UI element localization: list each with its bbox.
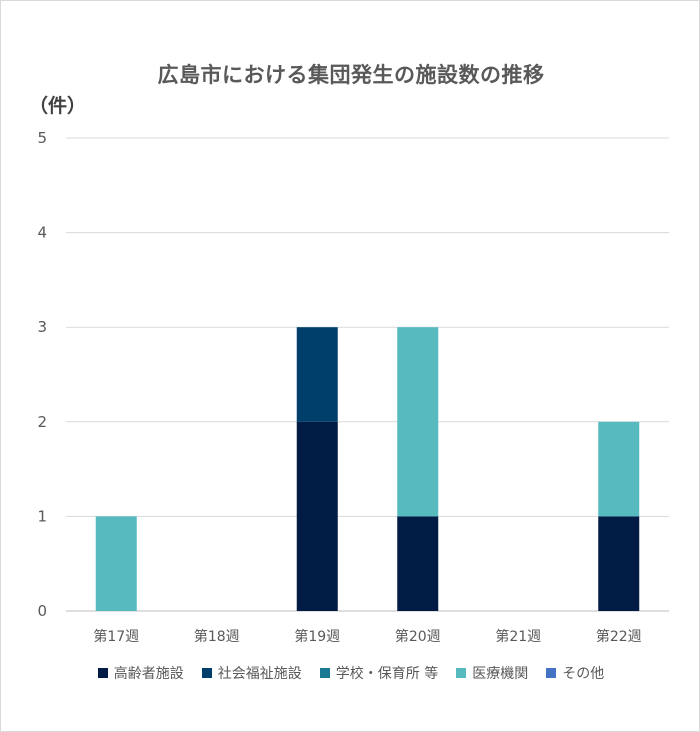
y-axis-unit-label: （件） bbox=[29, 95, 87, 117]
legend-item: 学校・保育所 等 bbox=[319, 663, 439, 683]
y-tick-label: 1 bbox=[37, 507, 47, 525]
legend-item: 医療機関 bbox=[456, 663, 528, 683]
legend-item: その他 bbox=[546, 663, 604, 683]
legend-item: 高齢者施設 bbox=[97, 663, 184, 683]
legend-label: 医療機関 bbox=[472, 666, 529, 682]
x-tick-label: 第19週 bbox=[294, 628, 340, 645]
legend-swatch bbox=[456, 668, 467, 678]
legend-swatch bbox=[97, 668, 108, 678]
legend-swatch bbox=[546, 668, 557, 678]
legend-item: 社会福祉施設 bbox=[201, 663, 302, 683]
legend-swatch bbox=[319, 668, 330, 678]
legend-label: 社会福祉施設 bbox=[217, 666, 302, 682]
chart-title: 広島市における集団発生の施設数の推移 bbox=[157, 63, 545, 87]
bar-segment bbox=[95, 516, 137, 611]
legend-swatch bbox=[201, 668, 212, 678]
chart-legend: 高齢者施設 社会福祉施設 学校・保育所 等 医療機関 その他 bbox=[1, 663, 700, 683]
bar-segment bbox=[598, 516, 640, 611]
bar-segment bbox=[296, 327, 338, 422]
bar-segment bbox=[397, 327, 439, 517]
x-tick-label: 第21週 bbox=[495, 628, 541, 645]
legend-label: 学校・保育所 等 bbox=[335, 666, 439, 682]
bar-segment bbox=[397, 516, 439, 611]
x-tick-label: 第18週 bbox=[194, 628, 240, 645]
bar-segment bbox=[296, 421, 338, 611]
legend-label: その他 bbox=[562, 666, 605, 682]
y-tick-label: 2 bbox=[37, 413, 47, 431]
bar-segment bbox=[598, 421, 640, 517]
x-tick-label: 第17週 bbox=[93, 628, 139, 645]
legend-label: 高齢者施設 bbox=[113, 666, 184, 682]
y-tick-label: 0 bbox=[37, 602, 47, 620]
y-tick-label: 4 bbox=[37, 224, 47, 242]
x-tick-label: 第22週 bbox=[596, 628, 642, 645]
x-tick-label: 第20週 bbox=[395, 628, 441, 645]
chart-plot: 0 1 2 3 4 5 第17週 第18週 第19週 第20週 第21週 第22週 bbox=[37, 129, 669, 645]
y-tick-label: 3 bbox=[37, 318, 47, 336]
y-tick-label: 5 bbox=[37, 129, 47, 147]
